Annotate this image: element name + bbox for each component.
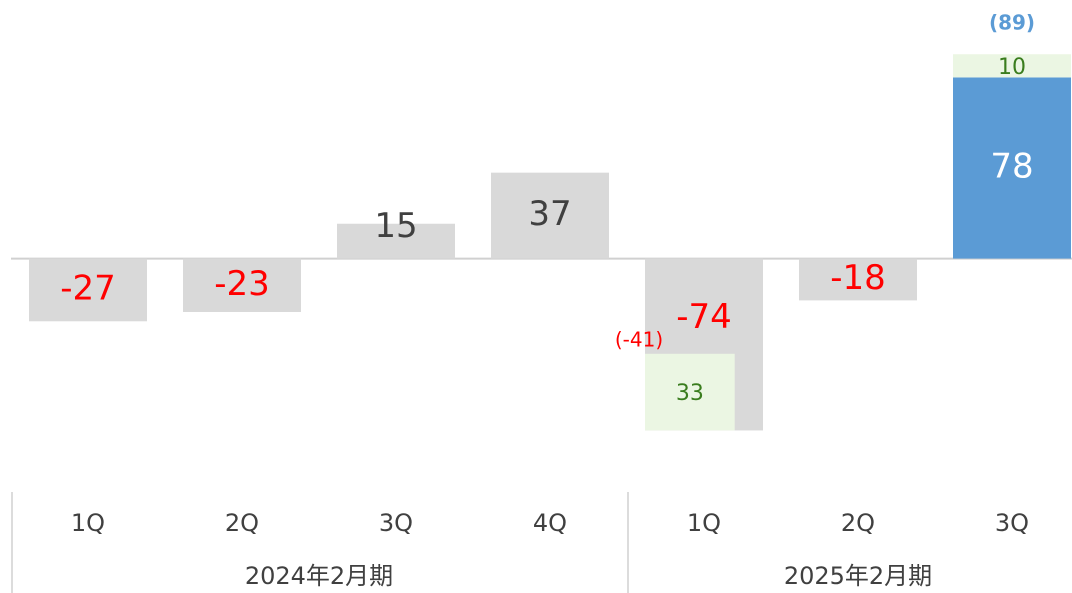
- x-tick-label: 2Q: [841, 509, 875, 537]
- value-label: 78: [990, 147, 1033, 187]
- value-label: -74: [676, 297, 732, 337]
- value-label: -23: [214, 264, 270, 304]
- group-label: 2024年2月期: [245, 562, 393, 590]
- annotation: (89): [989, 11, 1035, 35]
- value-label: 37: [528, 194, 571, 234]
- x-tick-label: 1Q: [71, 509, 105, 537]
- bar: [491, 172, 609, 259]
- bar: [799, 258, 917, 301]
- x-tick-label: 3Q: [995, 509, 1029, 537]
- value-label: -18: [830, 258, 886, 298]
- adjustment-label: 33: [676, 381, 704, 406]
- x-tick-label: 2Q: [225, 509, 259, 537]
- bar: [29, 258, 147, 322]
- bar: [953, 77, 1071, 259]
- x-tick-label: 3Q: [379, 509, 413, 537]
- bar: [337, 223, 455, 259]
- x-tick-label: 4Q: [533, 509, 567, 537]
- value-label: -27: [60, 268, 116, 308]
- adjustment-label: 10: [998, 55, 1026, 80]
- bar: [183, 258, 301, 312]
- adjustment-bar: [645, 353, 735, 431]
- adjustment-bar: [953, 54, 1071, 78]
- x-tick-label: 1Q: [687, 509, 721, 537]
- value-label: 15: [374, 206, 417, 246]
- group-label: 2025年2月期: [784, 562, 932, 590]
- annotation: (-41): [615, 327, 663, 351]
